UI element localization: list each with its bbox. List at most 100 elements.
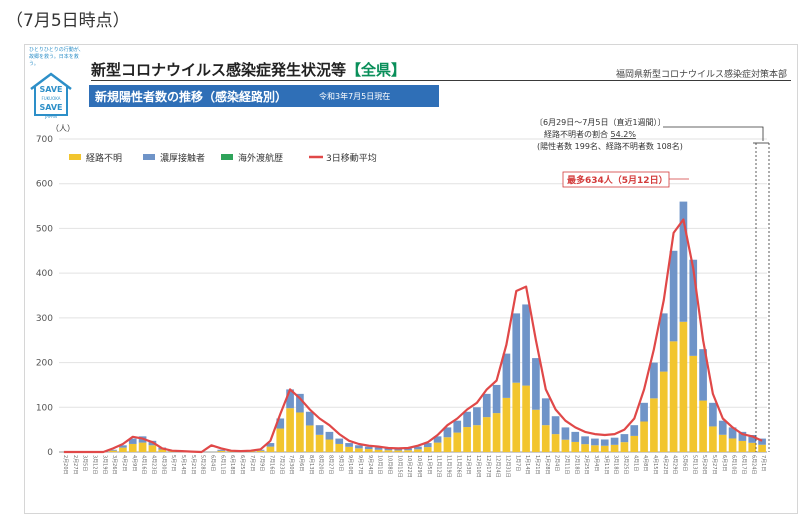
bar-close-contact-28 — [335, 438, 344, 444]
bar-unknown-39 — [443, 437, 452, 452]
bar-close-contact-25 — [305, 411, 314, 426]
x-tick-label-8: 4月16日 — [141, 455, 147, 475]
x-tick-label-45: 12月31日 — [504, 455, 510, 478]
bar-unknown-26 — [315, 434, 324, 452]
bar-close-contact-36 — [414, 446, 422, 450]
bar-close-contact-27 — [325, 431, 334, 440]
x-tick-label-20: 7月9日 — [259, 455, 265, 471]
bar-unknown-23 — [286, 408, 294, 452]
x-tick-label-15: 6月4日 — [209, 455, 215, 471]
bar-unknown-49 — [541, 425, 550, 452]
x-tick-label-60: 4月15日 — [652, 455, 658, 475]
bar-unknown-40 — [453, 432, 462, 452]
x-tick-label-48: 1月21日 — [534, 455, 540, 475]
bar-unknown-51 — [561, 439, 570, 452]
x-tick-label-51: 2月11日 — [563, 455, 569, 475]
x-tick-label-44: 12月24日 — [495, 455, 501, 478]
bar-unknown-57 — [620, 442, 629, 452]
logo-save-1: SAVE — [39, 85, 63, 94]
legend-label-2: 海外渡航歴 — [238, 152, 283, 164]
x-tick-label-61: 4月22日 — [662, 455, 668, 475]
x-tick-label-62: 4月29日 — [672, 455, 678, 475]
bar-unknown-24 — [296, 412, 304, 452]
x-tick-label-71: 7月1日 — [760, 455, 766, 471]
bar-close-contact-26 — [315, 425, 324, 435]
bar-unknown-48 — [532, 409, 540, 452]
legend-label-3: 3日移動平均 — [326, 152, 377, 164]
x-tick-label-56: 3月18日 — [613, 455, 619, 475]
x-tick-label-35: 10月22日 — [406, 455, 412, 478]
logo-tagline-1: ひとりひとりの行動が、 — [29, 47, 84, 53]
bar-unknown-32 — [374, 449, 383, 452]
annotation-unknown-ratio: 経路不明者の割合 54.2% — [544, 129, 636, 139]
annotation-counts: (陽性者数 199名、経路不明者数 108名) — [537, 141, 683, 151]
x-tick-label-38: 11月12日 — [436, 455, 442, 478]
legend-swatch-2 — [221, 154, 233, 160]
bar-unknown-34 — [394, 450, 403, 452]
bar-unknown-21 — [266, 446, 275, 452]
bar-unknown-65 — [699, 400, 707, 452]
bar-unknown-45 — [502, 397, 511, 452]
y-tick-label-1: 100 — [36, 403, 53, 413]
bar-close-contact-30 — [355, 445, 363, 449]
x-tick-label-1: 2月27日 — [72, 455, 78, 475]
chart-svg: 0 100 200 300 400 500 600 700 2月20日 2月27日 3月5日 3月12… — [36, 117, 770, 478]
bar-unknown-31 — [364, 449, 373, 452]
bar-close-contact-50 — [551, 416, 560, 435]
x-tick-label-67: 6月3日 — [721, 455, 727, 471]
x-tick-label-21: 7月16日 — [268, 455, 274, 475]
bar-close-contact-40 — [453, 420, 462, 433]
title-rule — [91, 80, 791, 81]
bar-close-contact-68 — [728, 427, 737, 439]
bar-unknown-59 — [640, 421, 648, 452]
bar-unknown-63 — [679, 321, 688, 452]
bar-unknown-54 — [591, 445, 599, 452]
x-tick-label-23: 7月30日 — [288, 455, 294, 475]
date-heading: （7月5日時点） — [6, 11, 130, 31]
x-tick-label-63: 5月6日 — [681, 455, 687, 471]
bar-unknown-35 — [404, 450, 412, 452]
x-tick-label-10: 4月30日 — [160, 455, 166, 475]
x-tick-label-34: 10月15日 — [396, 455, 402, 478]
bar-unknown-56 — [610, 444, 619, 452]
bar-unknown-7 — [128, 443, 137, 452]
x-tick-label-37: 11月5日 — [426, 455, 432, 475]
y-tick-label-6: 600 — [36, 180, 53, 190]
x-tick-label-22: 7月23日 — [278, 455, 284, 475]
x-tick-label-64: 5月13日 — [691, 455, 697, 475]
x-tick-label-54: 3月4日 — [593, 455, 599, 471]
x-tick-label-68: 6月10日 — [731, 455, 737, 475]
bar-unknown-68 — [728, 438, 737, 452]
x-tick-label-24: 8月6日 — [298, 455, 304, 471]
x-tick-label-65: 5月20日 — [701, 455, 707, 475]
bar-close-contact-59 — [640, 402, 648, 422]
bar-unknown-53 — [581, 444, 589, 452]
x-tick-label-3: 3月12日 — [91, 455, 97, 475]
bar-unknown-71 — [758, 444, 766, 452]
bar-close-contact-22 — [276, 418, 285, 429]
x-tick-label-4: 3月19日 — [101, 455, 107, 475]
bar-close-contact-44 — [492, 384, 501, 414]
x-tick-label-11: 5月7日 — [170, 455, 176, 471]
bar-close-contact-41 — [463, 411, 471, 428]
bar-close-contact-63 — [679, 201, 688, 322]
bar-close-contact-54 — [591, 438, 599, 446]
bar-close-contact-71 — [758, 438, 766, 445]
bar-unknown-8 — [138, 442, 147, 452]
x-tick-label-0: 2月20日 — [62, 455, 68, 475]
y-tick-label-2: 200 — [36, 359, 53, 369]
title-main: 新型コロナウイルス感染症発生状況等 — [91, 61, 347, 79]
x-tick-label-66: 5月27日 — [711, 455, 717, 475]
x-tick-label-27: 8月27日 — [327, 455, 333, 475]
x-tick-label-17: 6月18日 — [229, 455, 235, 475]
bar-close-contact-57 — [620, 434, 629, 443]
x-tick-label-69: 6月17日 — [740, 455, 746, 475]
logo-tagline-2: 故郷を救う。日本を救う。 — [29, 54, 79, 67]
house-icon: SAVE FUKUOKA SAVE JAPAN — [29, 71, 73, 119]
bar-unknown-60 — [650, 398, 658, 452]
bar-close-contact-45 — [502, 353, 511, 398]
bar-close-contact-61 — [659, 313, 668, 372]
bar-unknown-44 — [492, 413, 501, 452]
bar-unknown-38 — [433, 442, 442, 452]
x-tick-label-13: 5月21日 — [190, 455, 196, 475]
